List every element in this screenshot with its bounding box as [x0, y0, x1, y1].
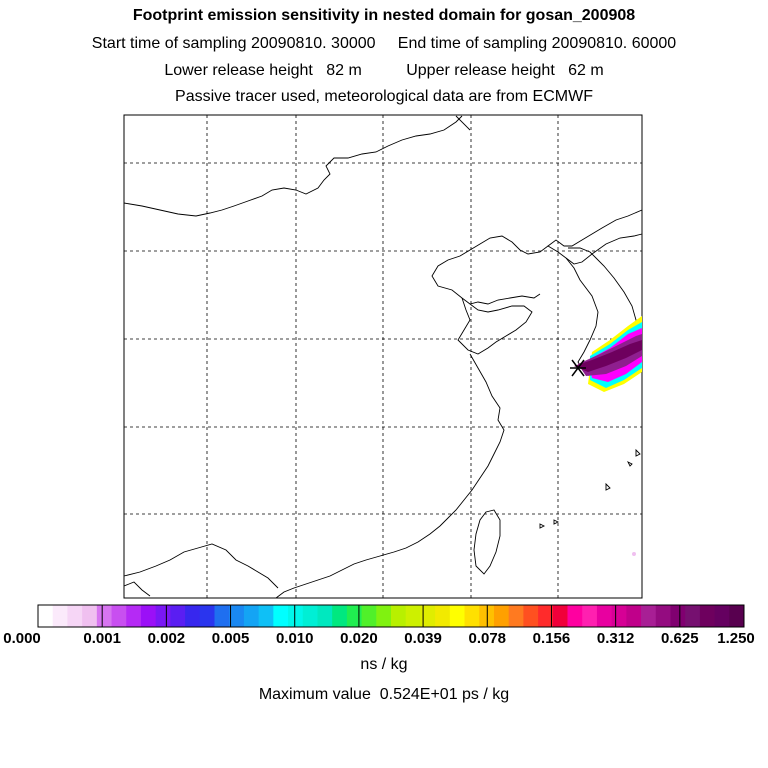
colorbar-swatch — [714, 605, 730, 627]
colorbar-swatch — [258, 605, 274, 627]
colorbar-swatch — [82, 605, 98, 627]
colorbar-swatch — [508, 605, 524, 627]
plot-title: Footprint emission sensitivity in nested… — [132, 7, 636, 24]
colorbar-swatch — [464, 605, 480, 627]
colorbar-swatch — [729, 605, 745, 627]
coastlines — [123, 115, 643, 599]
sampling-time-line: Start time of sampling 20090810. 30000 E… — [91, 35, 677, 52]
colorbar-swatch — [449, 605, 466, 627]
tracer-info-line: Passive tracer used, meteorological data… — [175, 88, 593, 105]
colorbar-swatch — [405, 605, 421, 627]
colorbar-swatch — [199, 605, 215, 627]
colorbar-swatch — [52, 605, 68, 627]
colorbar-swatch — [96, 605, 113, 627]
colorbar-swatch — [611, 605, 627, 627]
colorbar-swatch — [214, 605, 230, 627]
colorbar-swatch — [435, 605, 451, 627]
colorbar-swatch — [346, 605, 363, 627]
colorbar-swatch — [38, 605, 54, 627]
colorbar-swatch — [626, 605, 642, 627]
colorbar-tick-label: 0.002 — [147, 630, 186, 647]
colorbar-tick-label: 0.001 — [83, 630, 121, 647]
colorbar-swatch — [185, 605, 201, 627]
colorbar-tick-label: 0.005 — [211, 630, 250, 647]
colorbar-frame — [37, 604, 745, 628]
colorbar-swatch — [376, 605, 392, 627]
plume-speck — [632, 552, 636, 556]
footprint-plume — [574, 316, 642, 392]
colorbar-swatch — [111, 605, 127, 627]
colorbar-swatch — [302, 605, 318, 627]
colorbar-tick-label: 0.625 — [661, 630, 699, 647]
colorbar-swatch — [567, 605, 583, 627]
colorbar-swatch — [288, 605, 304, 627]
colorbar-swatch — [493, 605, 510, 627]
colorbar-swatch — [582, 605, 598, 627]
colorbar-swatch — [332, 605, 348, 627]
colorbar-tick-label: 0.312 — [596, 630, 635, 647]
colorbar-swatch — [420, 605, 436, 627]
colorbar-swatch — [685, 605, 701, 627]
maximum-value: Maximum value 0.524E+01 ps / kg — [258, 686, 510, 703]
colorbar-tick-label: 0.078 — [468, 630, 507, 647]
colorbar-tick-label: 0.020 — [340, 630, 378, 647]
colorbar-swatch — [596, 605, 613, 627]
colorbar-tick-label: 0.156 — [532, 630, 571, 647]
colorbar-swatch — [126, 605, 142, 627]
colorbar — [37, 604, 745, 628]
colorbar-swatch — [273, 605, 289, 627]
colorbar-swatch — [670, 605, 686, 627]
colorbar-swatch — [243, 605, 260, 627]
colorbar-swatch — [317, 605, 333, 627]
colorbar-units: ns / kg — [360, 656, 408, 673]
colorbar-swatch — [552, 605, 568, 627]
colorbar-swatch — [155, 605, 171, 627]
release-site-marker — [570, 359, 586, 377]
colorbar-swatch — [140, 605, 157, 627]
colorbar-swatch — [67, 605, 83, 627]
colorbar-swatch — [170, 605, 186, 627]
release-height-line: Lower release height 82 m Upper release … — [164, 62, 604, 79]
colorbar-swatch — [229, 605, 245, 627]
colorbar-tick-label: 0.039 — [404, 630, 442, 647]
colorbar-swatch — [538, 605, 554, 627]
colorbar-swatch — [523, 605, 539, 627]
colorbar-tick-label: 1.250 — [717, 630, 755, 647]
colorbar-swatch — [641, 605, 657, 627]
colorbar-tick-label: 0.000 — [3, 630, 41, 647]
colorbar-swatch — [655, 605, 671, 627]
colorbar-swatch — [699, 605, 716, 627]
colorbar-swatch — [391, 605, 407, 627]
colorbar-tick-label: 0.010 — [275, 630, 314, 647]
colorbar-swatch — [361, 605, 377, 627]
